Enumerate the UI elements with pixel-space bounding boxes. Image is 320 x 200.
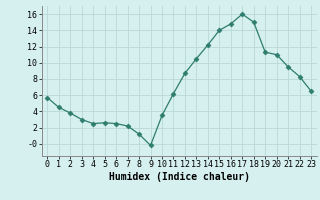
X-axis label: Humidex (Indice chaleur): Humidex (Indice chaleur)	[109, 172, 250, 182]
